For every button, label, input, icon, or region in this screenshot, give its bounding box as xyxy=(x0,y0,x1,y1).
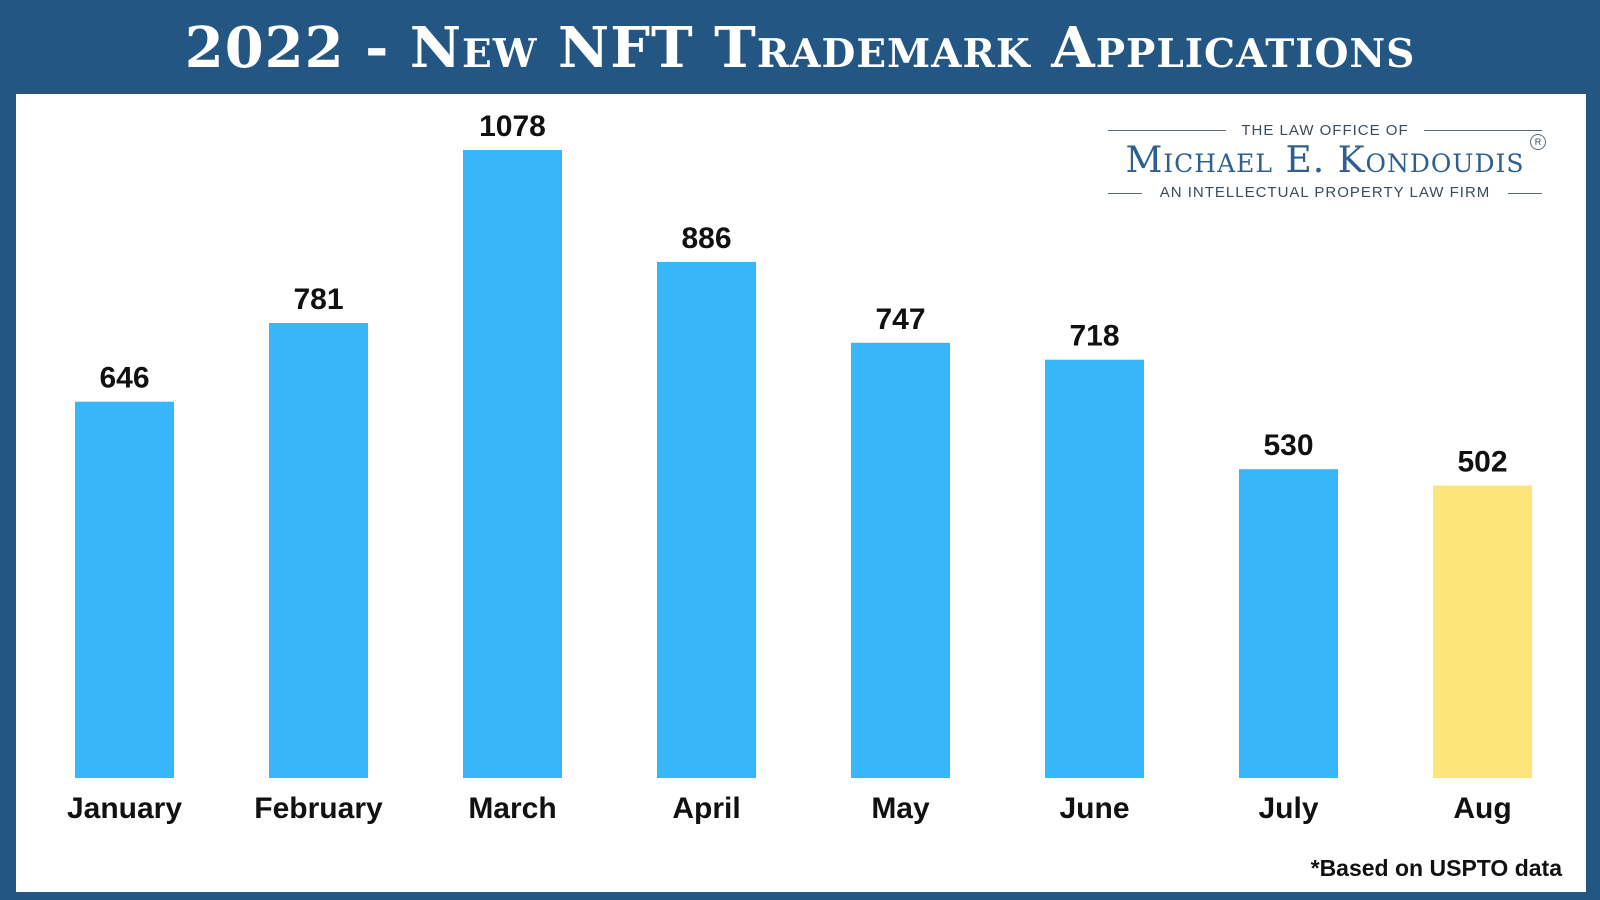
data-label-may: 747 xyxy=(875,303,925,336)
bar-june xyxy=(1045,359,1144,778)
chart-title: 2022 - New NFT Trademark Applications xyxy=(184,15,1416,81)
data-label-february: 781 xyxy=(293,283,343,316)
logo-rule-left-bottom xyxy=(1108,193,1142,194)
bar-april xyxy=(657,261,756,778)
logo-rule-right-bottom xyxy=(1508,193,1542,194)
logo-firm-name: Michael E. Kondoudis xyxy=(1125,140,1525,181)
bar-february xyxy=(269,323,368,778)
category-label-june: June xyxy=(1059,792,1129,825)
category-label-march: March xyxy=(468,792,556,825)
source-footnote: *Based on USPTO data xyxy=(1310,855,1562,881)
registered-mark-icon: R xyxy=(1530,134,1546,150)
data-label-aug: 502 xyxy=(1457,446,1507,479)
category-label-february: February xyxy=(254,792,383,825)
logo-rule-right-top xyxy=(1424,130,1542,131)
logo-subtitle: AN INTELLECTUAL PROPERTY LAW FIRM xyxy=(1159,184,1491,201)
data-label-january: 646 xyxy=(99,362,149,395)
bar-july xyxy=(1239,469,1338,778)
category-label-july: July xyxy=(1258,792,1318,825)
data-label-march: 1078 xyxy=(479,110,546,143)
logo-top-text: THE LAW OFFICE OF xyxy=(1241,122,1409,139)
bar-march xyxy=(463,150,562,778)
law-office-logo: THE LAW OFFICE OF Michael E. Kondoudis R… xyxy=(1104,118,1546,210)
data-label-july: 530 xyxy=(1263,429,1313,462)
bar-january xyxy=(75,401,174,778)
logo-rule-left-top xyxy=(1108,130,1226,131)
bar-may xyxy=(851,342,950,778)
data-label-april: 886 xyxy=(681,222,731,255)
category-label-april: April xyxy=(672,792,740,825)
data-label-june: 718 xyxy=(1069,320,1119,353)
category-label-aug: Aug xyxy=(1453,792,1511,825)
category-label-may: May xyxy=(871,792,930,825)
category-label-january: January xyxy=(67,792,182,825)
bar-aug xyxy=(1433,485,1532,778)
